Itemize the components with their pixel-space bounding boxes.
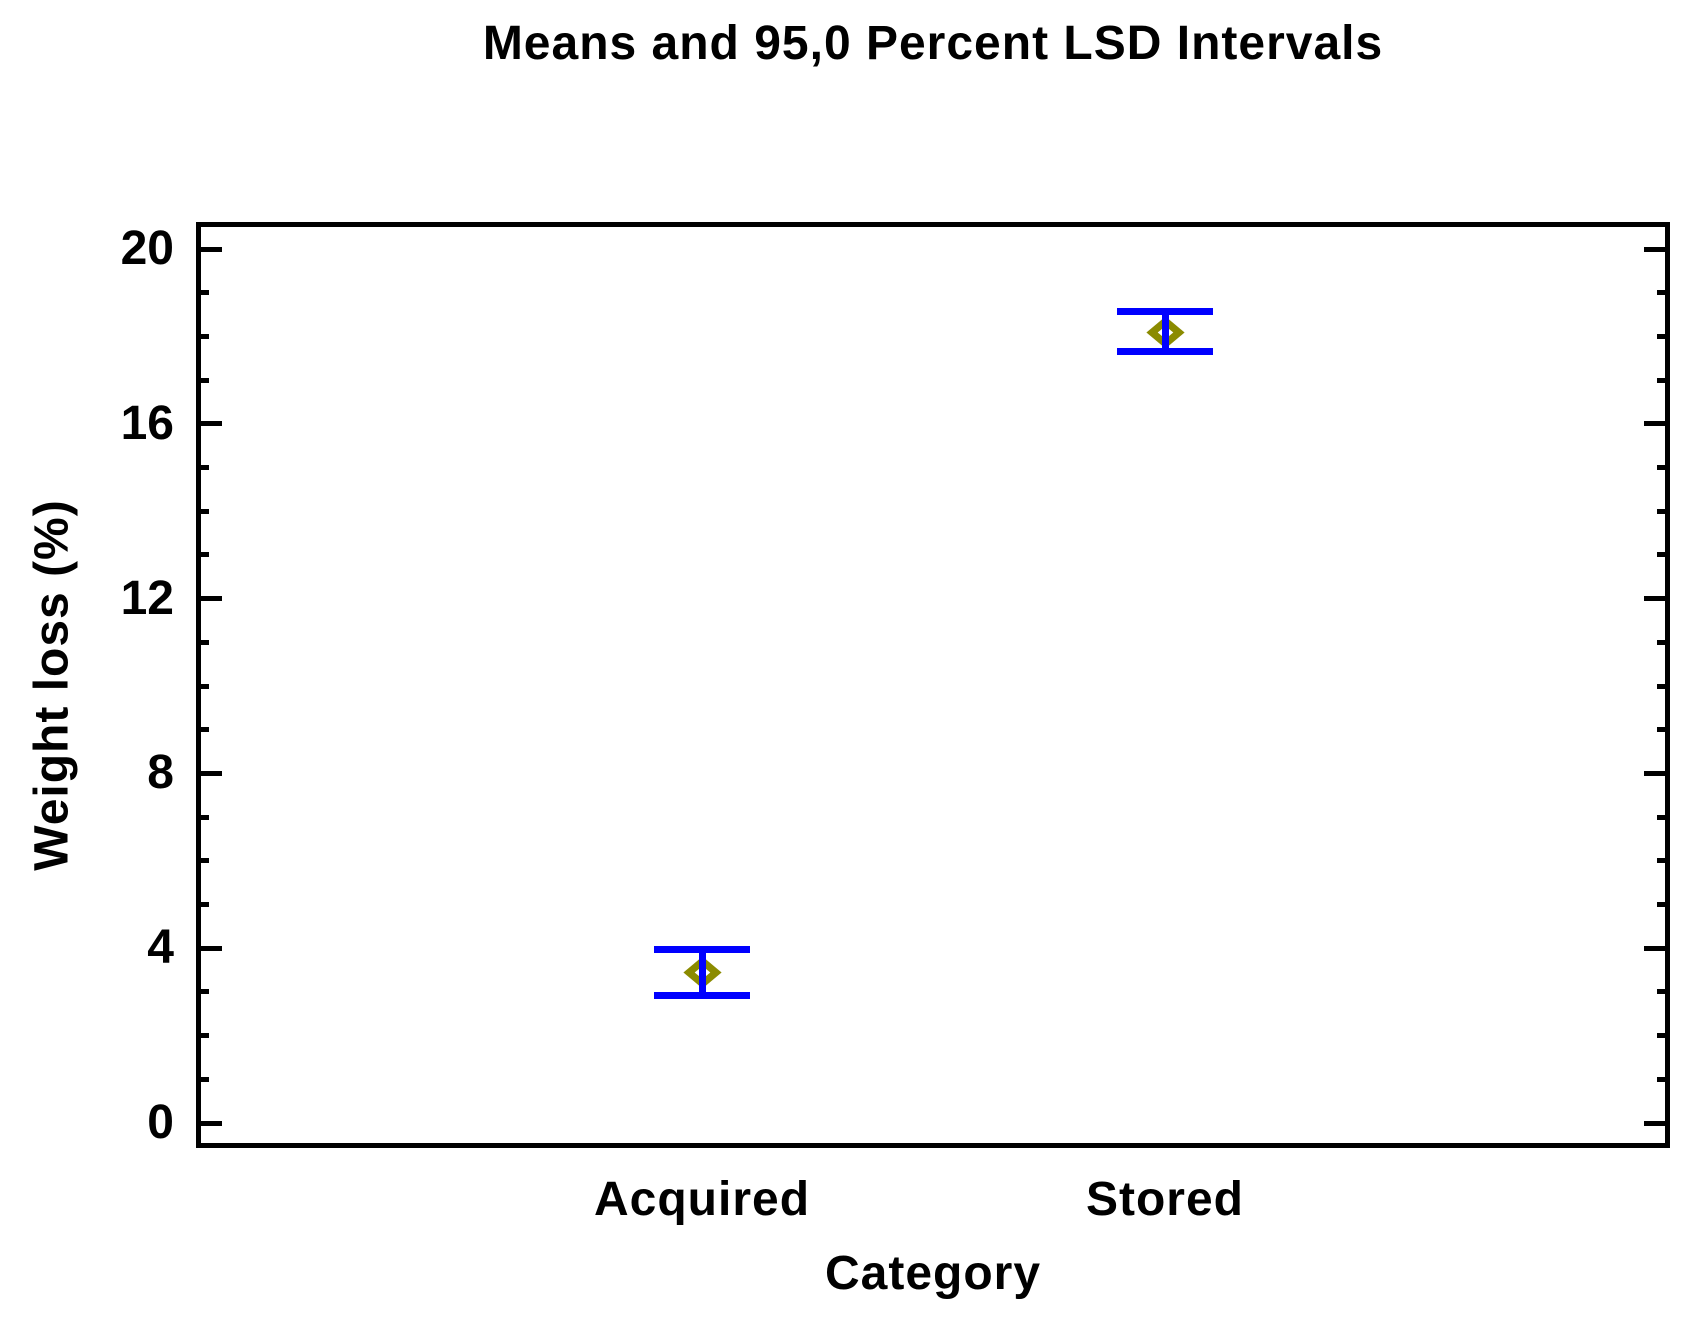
y-axis-minor-tick-left	[196, 465, 209, 470]
y-axis-tick-label: 12	[120, 572, 174, 625]
interval-lower-cap	[654, 992, 750, 999]
y-axis-major-tick-left	[196, 1121, 222, 1126]
y-axis-minor-tick-left	[196, 989, 209, 994]
y-axis-minor-tick-right	[1657, 640, 1670, 645]
y-axis-minor-tick-right	[1657, 815, 1670, 820]
y-axis-major-tick-right	[1644, 1121, 1670, 1126]
y-axis-minor-tick-right	[1657, 378, 1670, 383]
y-axis-minor-tick-right	[1657, 727, 1670, 732]
x-axis-label: Category	[824, 1247, 1042, 1300]
y-axis-minor-tick-right	[1657, 1033, 1670, 1038]
y-axis-major-tick-right	[1644, 421, 1670, 426]
y-axis-minor-tick-left	[196, 509, 209, 514]
y-axis-minor-tick-right	[1657, 509, 1670, 514]
interval-line	[699, 949, 706, 995]
y-axis-minor-tick-left	[196, 290, 209, 295]
y-axis-minor-tick-left	[196, 552, 209, 557]
x-category-label: Stored	[1085, 1173, 1244, 1226]
interval-lower-cap	[1117, 348, 1213, 355]
y-axis-minor-tick-right	[1657, 989, 1670, 994]
y-axis-minor-tick-right	[1657, 552, 1670, 557]
y-axis-minor-tick-right	[1657, 902, 1670, 907]
y-axis-minor-tick-right	[1657, 290, 1670, 295]
y-axis-minor-tick-left	[196, 1033, 209, 1038]
y-axis-minor-tick-left	[196, 858, 209, 863]
y-axis-major-tick-left	[196, 596, 222, 601]
y-axis-tick-label: 16	[120, 397, 174, 450]
interval-upper-cap	[654, 946, 750, 953]
y-axis-major-tick-left	[196, 247, 222, 252]
y-axis-minor-tick-left	[196, 684, 209, 689]
plot-frame	[196, 222, 1670, 1148]
y-axis-minor-tick-right	[1657, 465, 1670, 470]
y-axis-minor-tick-left	[196, 815, 209, 820]
y-axis-tick-label: 4	[147, 921, 174, 974]
y-axis-minor-tick-right	[1657, 334, 1670, 339]
y-axis-major-tick-right	[1644, 596, 1670, 601]
y-axis-minor-tick-left	[196, 640, 209, 645]
y-axis-minor-tick-left	[196, 727, 209, 732]
y-axis-minor-tick-right	[1657, 858, 1670, 863]
x-category-label: Acquired	[593, 1173, 811, 1226]
y-axis-major-tick-right	[1644, 946, 1670, 951]
y-axis-major-tick-left	[196, 771, 222, 776]
y-axis-tick-label: 0	[147, 1096, 174, 1149]
y-axis-minor-tick-left	[196, 1077, 209, 1082]
interval-upper-cap	[1117, 308, 1213, 315]
interval-line	[1162, 311, 1169, 351]
y-axis-minor-tick-left	[196, 902, 209, 907]
y-axis-major-tick-left	[196, 946, 222, 951]
chart-title: Means and 95,0 Percent LSD Intervals	[482, 17, 1384, 70]
y-axis-minor-tick-left	[196, 378, 209, 383]
y-axis-major-tick-right	[1644, 771, 1670, 776]
y-axis-tick-label: 20	[120, 222, 174, 275]
y-axis-major-tick-right	[1644, 247, 1670, 252]
y-axis-minor-tick-right	[1657, 684, 1670, 689]
y-axis-minor-tick-left	[196, 334, 209, 339]
y-axis-minor-tick-right	[1657, 1077, 1670, 1082]
y-axis-major-tick-left	[196, 421, 222, 426]
y-axis-tick-label: 8	[147, 746, 174, 799]
